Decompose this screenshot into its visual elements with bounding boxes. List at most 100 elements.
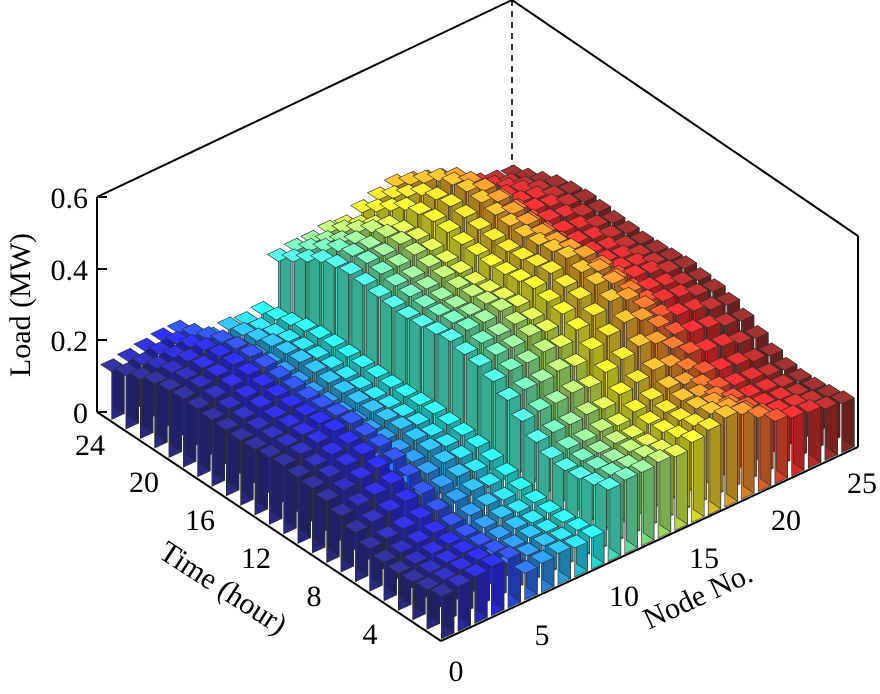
- bar-top-face: [536, 208, 562, 222]
- bar-top-face: [536, 288, 562, 303]
- bar-top-face: [310, 394, 335, 409]
- bar-top-face: [589, 418, 615, 433]
- bar-top-face: [348, 465, 374, 480]
- bar-top-face: [276, 328, 302, 343]
- bar-top-face: [567, 465, 593, 480]
- bar-top-face: [200, 406, 226, 421]
- bar-top-face: [205, 362, 230, 377]
- bar-top-face: [686, 267, 712, 282]
- bar-top-face: [357, 235, 383, 249]
- bar-side-face: [626, 466, 638, 549]
- bar-top-face: [646, 314, 672, 329]
- bar-top-face: [641, 356, 667, 371]
- bar-top-face: [448, 260, 474, 274]
- bar-top-face: [455, 316, 481, 331]
- bar-top-face: [708, 356, 734, 371]
- bar-top-face: [429, 583, 455, 598]
- bar-top-face: [457, 171, 483, 185]
- bar-top-face: [572, 188, 597, 203]
- bar-top-face: [393, 383, 419, 398]
- bar-top-face: [653, 399, 679, 413]
- bar-side-face: [692, 428, 705, 518]
- bar-top-face: [631, 295, 657, 310]
- bar-top-face: [209, 329, 235, 344]
- bar-top-face: [507, 268, 533, 282]
- bar-node-10-hour-1: [579, 524, 605, 570]
- bar-top-face: [472, 514, 498, 529]
- bar-top-face: [551, 508, 577, 523]
- node-tick-label: 10: [609, 580, 639, 613]
- bar-top-face: [365, 454, 390, 469]
- bar-top-face: [560, 379, 586, 394]
- bar-node-17-hour-1: [696, 416, 722, 516]
- bar-top-face: [519, 306, 545, 321]
- bar-top-face: [321, 333, 347, 348]
- bar-top-face: [472, 309, 498, 323]
- bar-top-face: [331, 476, 357, 491]
- bar-top-face: [522, 275, 548, 289]
- time-tick-label: 8: [307, 580, 322, 613]
- bar-node-3-hour-1: [463, 563, 488, 624]
- time-axis-ticks: 0 4 8 12 16 20 24: [75, 429, 464, 688]
- bar-top-face: [646, 449, 672, 463]
- bar-top-face: [612, 309, 638, 324]
- bar-top-face: [498, 212, 524, 227]
- bar-top-face: [334, 452, 359, 467]
- bar-top-face: [555, 192, 581, 207]
- bar-top-face: [415, 576, 441, 591]
- bar-top-face: [512, 223, 538, 238]
- bar-top-face: [381, 185, 407, 199]
- bar-top-face: [505, 293, 531, 308]
- bar-top-face: [715, 291, 741, 306]
- bar-top-face: [396, 462, 421, 477]
- bar-top-face: [558, 411, 584, 426]
- bar-top-face: [319, 355, 345, 369]
- bar-top-face: [655, 375, 681, 389]
- bar-top-face: [388, 230, 414, 245]
- bar-node-14-hour-1: [646, 448, 672, 539]
- time-axis-line: [96, 411, 442, 642]
- bar-top-face: [340, 242, 366, 257]
- bar-top-face: [636, 410, 662, 425]
- bar-top-face: [532, 532, 558, 547]
- bar-node-1-hour-4: [386, 559, 412, 611]
- bar-top-face: [424, 186, 450, 201]
- bar-top-face: [524, 185, 550, 200]
- bar-top-face: [364, 198, 390, 213]
- bar-top-face: [698, 296, 724, 311]
- bar-top-face: [522, 489, 548, 504]
- bar-top-face: [346, 492, 371, 506]
- bar-top-face: [605, 412, 631, 427]
- bar-top-face: [231, 405, 257, 420]
- bar-top-face: [317, 463, 343, 478]
- bar-top-face: [610, 345, 636, 360]
- bar-top-face: [479, 252, 505, 267]
- bar-top-face: [596, 476, 622, 491]
- bar-top-face: [157, 377, 183, 392]
- bar-top-face: [722, 372, 748, 386]
- bar-top-face: [643, 330, 669, 345]
- bar-top-face: [389, 539, 414, 554]
- bar-top-face: [379, 374, 405, 389]
- bar-top-face: [451, 539, 476, 554]
- bar-top-face: [378, 197, 404, 212]
- bar-top-face: [431, 264, 457, 279]
- bar-top-face: [489, 504, 515, 519]
- bar-top-face: [393, 488, 419, 502]
- bar-top-face: [436, 411, 462, 426]
- bar-top-face: [390, 219, 416, 234]
- load-axis-ticks: 0 0.2 0.4 0.6: [51, 182, 107, 430]
- bar-top-face: [445, 275, 471, 290]
- bar-top-face: [706, 375, 731, 390]
- bar-top-face: [624, 252, 650, 267]
- bar-top-face: [563, 534, 589, 549]
- bar-side-face: [726, 404, 738, 502]
- bar-top-face: [510, 246, 536, 261]
- back-left-top-edge: [96, 0, 513, 198]
- bar-top-face: [536, 499, 562, 514]
- bar-top-face: [553, 203, 578, 218]
- bar-top-face: [694, 338, 719, 352]
- bar-top-face: [513, 559, 539, 574]
- bar-top-face: [279, 393, 304, 408]
- bar-node-13-hour-1: [629, 458, 655, 547]
